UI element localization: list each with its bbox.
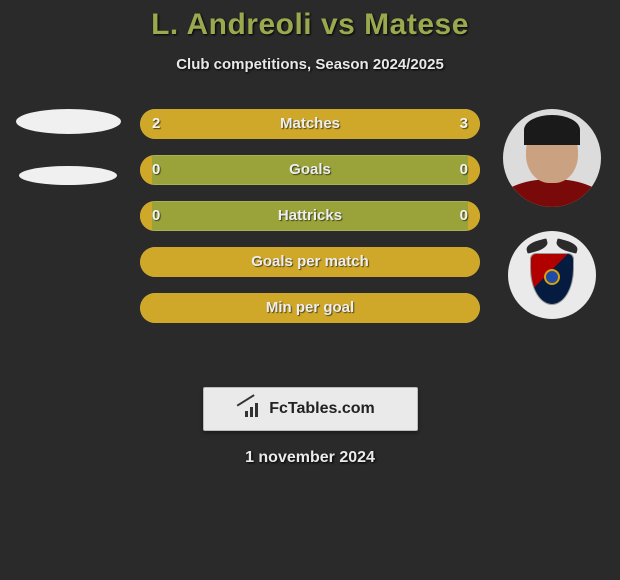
stat-bar: 00Hattricks	[140, 201, 480, 231]
stat-bars: 23Matches 00Goals 00Hattricks Goals per mat…	[140, 109, 480, 339]
comparison-widget: L. Andreoli vs Matese Club competitions,…	[0, 0, 620, 467]
page-title: L. Andreoli vs Matese	[0, 8, 620, 42]
stat-bar: Goals per match	[140, 247, 480, 277]
right-team-crest	[508, 231, 596, 319]
stat-label: Matches	[140, 109, 480, 139]
stat-bar: 23Matches	[140, 109, 480, 139]
brand-badge[interactable]: FcTables.com	[203, 387, 418, 431]
brand-chart-icon	[245, 401, 263, 417]
left-team-placeholder	[19, 166, 117, 185]
brand-text: FcTables.com	[269, 400, 375, 418]
snapshot-date: 1 november 2024	[0, 449, 620, 467]
left-player-column	[8, 109, 128, 185]
right-player-column	[492, 109, 612, 319]
right-player-avatar	[503, 109, 601, 207]
stat-label: Goals	[140, 155, 480, 185]
stats-area: 23Matches 00Goals 00Hattricks Goals per mat…	[0, 109, 620, 379]
page-subtitle: Club competitions, Season 2024/2025	[0, 56, 620, 73]
left-player-placeholder	[16, 109, 121, 134]
stat-bar: 00Goals	[140, 155, 480, 185]
stat-label: Hattricks	[140, 201, 480, 231]
stat-label: Min per goal	[140, 293, 480, 323]
stat-bar: Min per goal	[140, 293, 480, 323]
stat-label: Goals per match	[140, 247, 480, 277]
